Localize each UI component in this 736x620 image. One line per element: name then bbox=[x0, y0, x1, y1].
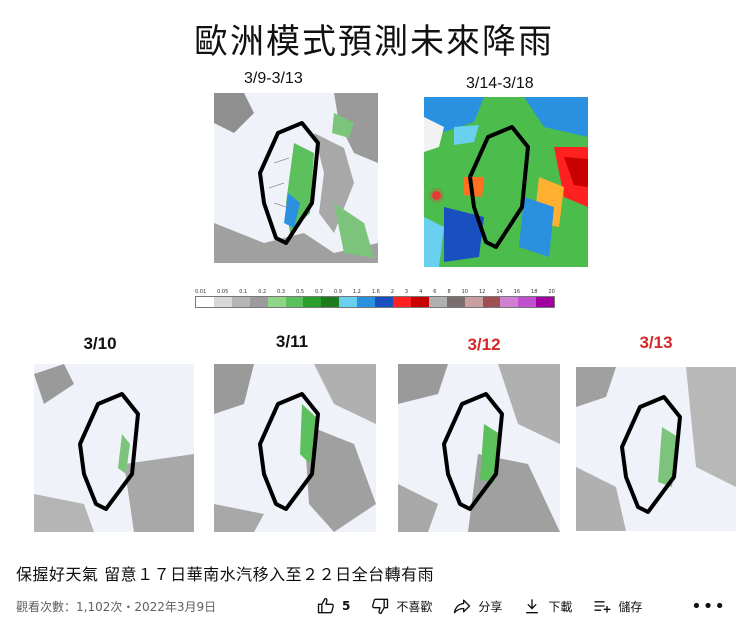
scale-swatch bbox=[213, 297, 232, 307]
scale-tick: 12 bbox=[478, 289, 486, 295]
rainfall-map-period-2 bbox=[424, 97, 588, 267]
like-button[interactable]: 5 bbox=[316, 596, 350, 616]
day-label: 3/13 bbox=[639, 333, 673, 352]
like-count: 5 bbox=[342, 599, 351, 613]
scale-tick: 0.05 bbox=[217, 289, 229, 295]
scale-swatch bbox=[321, 297, 340, 307]
scale-tick: 1.6 bbox=[371, 289, 380, 295]
scale-swatch bbox=[464, 297, 483, 307]
scale-tick: 0.7 bbox=[315, 289, 323, 295]
scale-tick: 16 bbox=[513, 289, 521, 295]
day-label: 3/10 bbox=[83, 334, 117, 353]
scale-swatch bbox=[357, 297, 376, 307]
action-bar: 5 不喜歡 分享 下載 儲存 ••• bbox=[300, 594, 736, 618]
scale-swatch bbox=[446, 297, 465, 307]
daily-map-1 bbox=[34, 364, 194, 532]
download-icon bbox=[526, 599, 539, 614]
thumbs-down-icon bbox=[372, 598, 389, 615]
scale-tick: 0.2 bbox=[258, 289, 267, 295]
scale-tick: 3 bbox=[404, 289, 409, 295]
scale-swatch bbox=[392, 297, 411, 307]
scale-swatch bbox=[285, 297, 304, 307]
daily-map-2 bbox=[214, 364, 376, 532]
scale-swatch bbox=[249, 297, 268, 307]
playlist-add-icon bbox=[594, 601, 611, 613]
share-label: 分享 bbox=[478, 599, 503, 614]
share-button[interactable]: 分享 bbox=[452, 596, 502, 616]
share-icon bbox=[454, 599, 471, 614]
dislike-button[interactable]: 不喜歡 bbox=[370, 596, 432, 616]
day-label: 3/12 bbox=[467, 335, 501, 354]
scale-swatch bbox=[339, 297, 358, 307]
period-label: 3/9-3/13 bbox=[244, 70, 303, 87]
scale-swatch bbox=[267, 297, 286, 307]
scale-tick: 1.2 bbox=[352, 289, 361, 295]
scale-swatch bbox=[196, 297, 214, 307]
scale-tick: 0.5 bbox=[296, 289, 305, 295]
period-label: 3/14-3/18 bbox=[466, 75, 534, 92]
scale-tick: 6 bbox=[433, 289, 437, 295]
scale-tick: 4 bbox=[419, 289, 423, 295]
cursor-indicator bbox=[432, 191, 441, 200]
scale-bar bbox=[195, 296, 555, 308]
video-meta: 觀看次數：1,102次・2022年3月9日 bbox=[16, 600, 217, 614]
save-button[interactable]: 儲存 bbox=[592, 596, 642, 616]
scale-swatch bbox=[536, 297, 555, 307]
slide-title: 歐洲模式預測未來降雨 bbox=[194, 22, 554, 62]
scale-tick: 8 bbox=[447, 289, 451, 295]
scale-tick: 20 bbox=[548, 289, 555, 295]
scale-swatch bbox=[303, 297, 322, 307]
video-frame[interactable]: 歐洲模式預測未來降雨 3/9-3/13 3/14-3/18 bbox=[18, 0, 736, 545]
save-label: 儲存 bbox=[618, 599, 643, 614]
download-button[interactable]: 下載 bbox=[522, 596, 572, 616]
scale-tick: 2 bbox=[390, 289, 394, 295]
scale-tick: 0.9 bbox=[333, 289, 342, 295]
daily-map-4 bbox=[576, 367, 736, 531]
more-options-icon[interactable]: ••• bbox=[691, 595, 726, 617]
video-title: 保握好天氣 留意１７日華南水汽移入至２２日全台轉有雨 bbox=[16, 565, 435, 584]
color-scale: 0.01 0.05 0.1 0.2 0.3 0.5 0.7 0.9 1.2 1.6 2 3 4 6 8 10 1… bbox=[195, 289, 555, 308]
thumbs-up-icon bbox=[317, 597, 334, 614]
scale-swatch bbox=[518, 297, 537, 307]
scale-tick: 14 bbox=[496, 289, 503, 295]
scale-swatch bbox=[410, 297, 429, 307]
scale-tick: 0.3 bbox=[277, 289, 286, 295]
scale-tick-labels: 0.01 0.05 0.1 0.2 0.3 0.5 0.7 0.9 1.2 1.6 2 3 4 6 8 10 1… bbox=[195, 289, 555, 296]
dislike-label: 不喜歡 bbox=[396, 599, 433, 614]
day-label: 3/11 bbox=[275, 332, 309, 351]
scale-swatch bbox=[428, 297, 447, 307]
view-count: 觀看次數：1,102次 bbox=[16, 600, 123, 614]
scale-swatch bbox=[375, 297, 393, 307]
scale-tick: 10 bbox=[461, 289, 468, 295]
scale-tick: 0.01 bbox=[195, 289, 207, 295]
scale-tick: 0.1 bbox=[239, 289, 248, 295]
upload-date: 2022年3月9日 bbox=[134, 600, 217, 614]
daily-map-3 bbox=[398, 364, 560, 532]
scale-swatch bbox=[482, 297, 501, 307]
download-label: 下載 bbox=[548, 599, 573, 614]
scale-swatch bbox=[231, 297, 250, 307]
scale-swatch bbox=[500, 297, 519, 307]
scale-tick: 18 bbox=[531, 289, 538, 295]
rainfall-map-period-1 bbox=[214, 93, 378, 263]
